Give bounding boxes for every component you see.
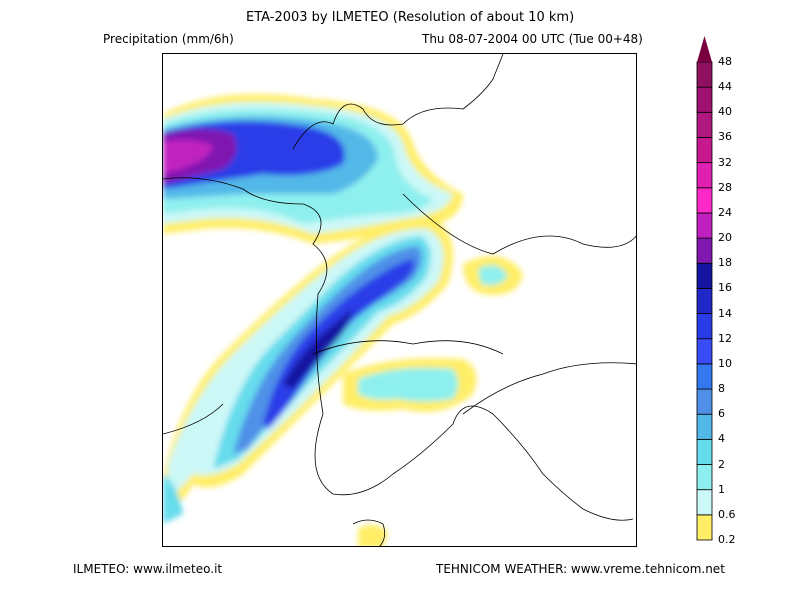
colorbar-tick-label: 14 (718, 306, 732, 320)
colorbar-tick-label: 4 (718, 432, 725, 446)
colorbar-tick-label: 44 (718, 80, 732, 94)
colorbar-segment (696, 288, 713, 314)
precipitation-map (162, 53, 637, 547)
coastlines-and-borders (163, 54, 636, 546)
precipitation-field (163, 94, 523, 546)
colorbar-tick-label: 24 (718, 205, 732, 219)
colorbar-segment (696, 262, 713, 289)
colorbar-segment (696, 514, 713, 541)
colorbar-tick-label: 0.2 (718, 533, 736, 546)
colorbar-max-arrow (697, 36, 712, 62)
colorbar-tick-label: 48 (718, 55, 732, 68)
colorbar-segment (696, 438, 713, 465)
colorbar-segment (696, 388, 713, 415)
colorbar-tick-label: 8 (718, 382, 725, 396)
colorbar-tick-label: 6 (718, 407, 725, 421)
colorbar-tick-label: 20 (718, 231, 732, 245)
footer-left-credit: ILMETEO: www.ilmeteo.it (73, 562, 223, 576)
colorbar-tick-label: 36 (718, 130, 732, 144)
colorbar-tick-label: 1 (718, 482, 725, 496)
figure-title: ETA-2003 by ILMETEO (Resolution of about… (246, 10, 575, 25)
colorbar-segment (696, 61, 713, 88)
colorbar-segment (696, 111, 713, 138)
colorbar-tick-label: 18 (718, 256, 732, 270)
colorbar-segment (696, 237, 713, 264)
colorbar-segment (696, 413, 713, 440)
colorbar-tick-label: 0.6 (718, 507, 736, 521)
colorbar-segment (696, 363, 713, 390)
colorbar (690, 30, 720, 553)
colorbar-segment (696, 187, 713, 214)
colorbar-tick-label: 2 (718, 457, 725, 471)
footer-right-credit: TEHNICOM WEATHER: www.vreme.tehnicom.net (436, 562, 725, 576)
colorbar-tick-label: 10 (718, 356, 732, 370)
variable-label: Precipitation (mm/6h) (103, 32, 234, 46)
colorbar-tick-label: 32 (718, 155, 732, 169)
colorbar-segment (696, 338, 713, 365)
colorbar-segment (696, 212, 713, 239)
colorbar-segment (696, 137, 713, 164)
colorbar-segment (696, 464, 713, 491)
colorbar-segment (696, 162, 713, 189)
colorbar-segment (696, 489, 713, 516)
colorbar-tick-label: 16 (718, 281, 732, 295)
valid-time-label: Thu 08-07-2004 00 UTC (Tue 00+48) (422, 32, 643, 46)
colorbar-tick-label: 40 (718, 105, 732, 119)
colorbar-tick-label: 12 (718, 331, 732, 345)
colorbar-segment (696, 313, 713, 340)
colorbar-segment (696, 86, 713, 113)
colorbar-tick-label: 28 (718, 180, 732, 194)
